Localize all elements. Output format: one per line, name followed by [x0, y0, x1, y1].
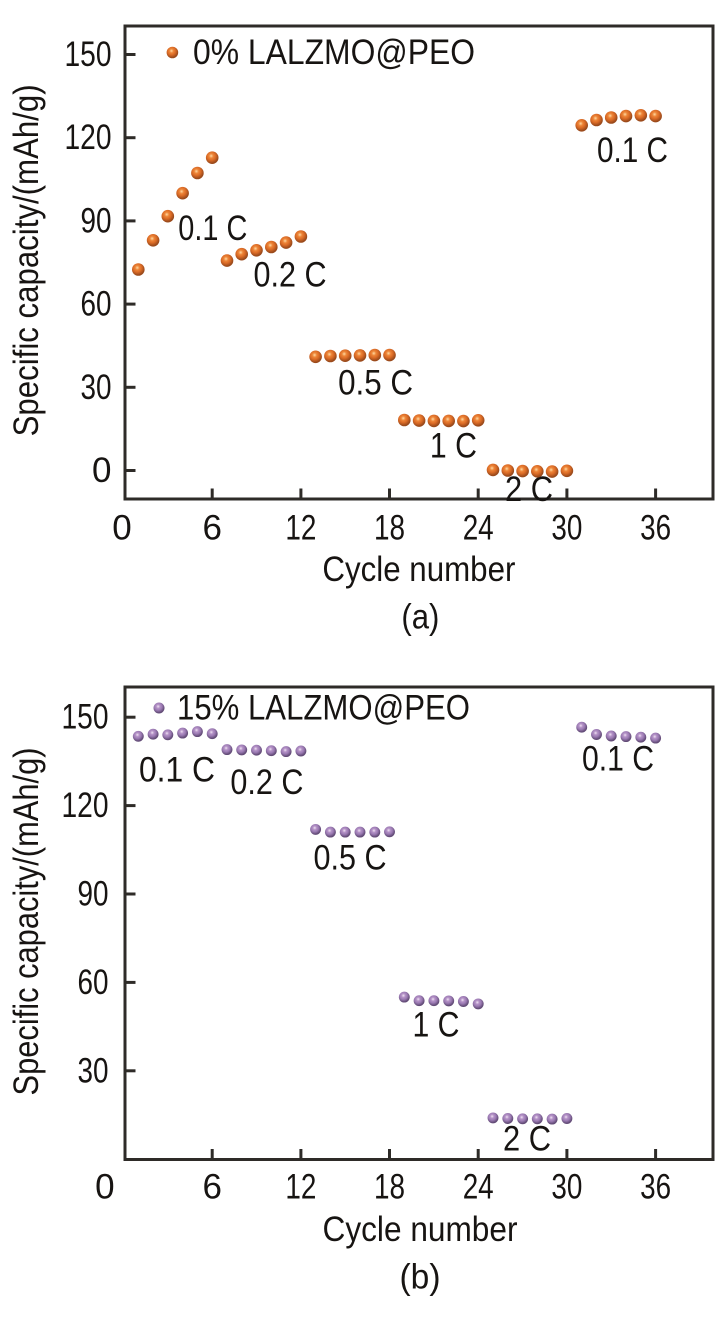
svg-text:0.1 C: 0.1 C	[139, 751, 215, 790]
svg-text:6: 6	[202, 1168, 221, 1207]
svg-text:0% LALZMO@PEO: 0% LALZMO@PEO	[193, 33, 475, 72]
svg-text:2 C: 2 C	[505, 470, 553, 509]
svg-text:60: 60	[81, 285, 112, 324]
svg-text:90: 90	[78, 875, 109, 914]
svg-text:36: 36	[640, 509, 671, 548]
svg-text:(a): (a)	[401, 598, 439, 637]
svg-text:0.5 C: 0.5 C	[314, 839, 387, 878]
svg-text:60: 60	[78, 963, 109, 1002]
svg-text:30: 30	[551, 509, 582, 548]
svg-text:Specific capacity/(mAh/g): Specific capacity/(mAh/g)	[7, 84, 46, 436]
svg-text:Specific capacity/(mAh/g): Specific capacity/(mAh/g)	[7, 748, 46, 1096]
svg-text:90: 90	[81, 201, 112, 240]
svg-text:18: 18	[374, 1168, 405, 1207]
svg-text:150: 150	[65, 35, 112, 74]
svg-text:12: 12	[285, 1168, 316, 1207]
svg-text:1 C: 1 C	[413, 1006, 460, 1045]
svg-text:Cycle number: Cycle number	[322, 550, 515, 589]
svg-text:36: 36	[640, 1168, 671, 1207]
svg-text:150: 150	[62, 698, 109, 737]
svg-text:0.2 C: 0.2 C	[230, 763, 303, 802]
svg-text:30: 30	[78, 1051, 109, 1090]
svg-text:30: 30	[551, 1168, 582, 1207]
svg-text:120: 120	[65, 118, 112, 157]
svg-text:0.5 C: 0.5 C	[338, 364, 413, 403]
svg-text:0.1 C: 0.1 C	[178, 209, 247, 248]
svg-text:0.1 C: 0.1 C	[597, 131, 668, 170]
svg-text:2 C: 2 C	[503, 1120, 551, 1159]
svg-text:Cycle number: Cycle number	[323, 1210, 518, 1249]
svg-text:15% LALZMO@PEO: 15% LALZMO@PEO	[177, 689, 470, 728]
svg-text:1 C: 1 C	[430, 426, 477, 465]
svg-text:0: 0	[95, 1168, 114, 1207]
svg-text:0.2 C: 0.2 C	[254, 256, 327, 295]
svg-text:0: 0	[112, 509, 131, 548]
svg-text:0: 0	[92, 451, 111, 490]
svg-text:6: 6	[202, 509, 221, 548]
svg-text:30: 30	[81, 368, 112, 407]
svg-text:0.1 C: 0.1 C	[582, 740, 654, 779]
svg-text:24: 24	[463, 1168, 494, 1207]
svg-text:12: 12	[285, 509, 316, 548]
svg-text:120: 120	[62, 786, 109, 825]
svg-text:18: 18	[374, 509, 405, 548]
svg-text:24: 24	[463, 509, 494, 548]
svg-text:(b): (b)	[400, 1258, 441, 1297]
